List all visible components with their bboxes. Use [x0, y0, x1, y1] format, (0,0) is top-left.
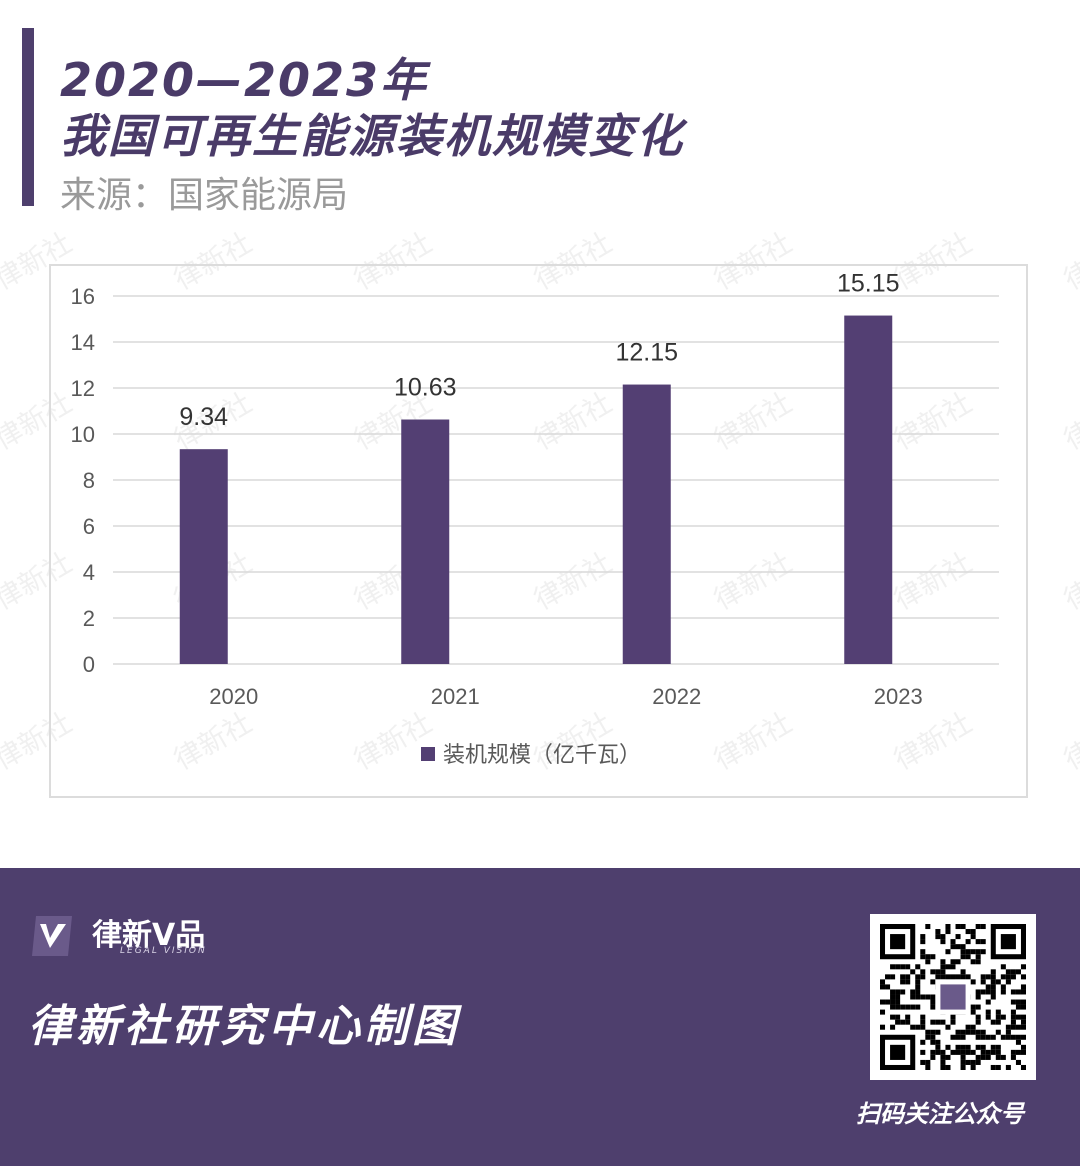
qr-code[interactable] — [870, 914, 1036, 1080]
legend-label: 装机规模（亿千瓦） — [443, 743, 641, 768]
footer-title: 律新社研究中心制图 — [28, 1001, 460, 1052]
qr-code-icon — [880, 924, 1026, 1070]
watermark-text: 律新社 — [1058, 706, 1080, 777]
x-tick-label: 2020 — [209, 684, 258, 709]
x-tick-label: 2022 — [652, 684, 701, 709]
bar — [179, 449, 228, 664]
watermark-text: 律新社 — [1058, 546, 1080, 617]
data-label: 9.34 — [179, 403, 228, 431]
chart-frame: 0 2 4 6 8 10 12 14 16 9.34 2020 10.63 2021 12.15 2022 1… — [49, 264, 1028, 798]
bar — [401, 419, 450, 664]
watermark-text: 律新社 — [1058, 386, 1080, 457]
y-tick-label: 10 — [71, 422, 95, 447]
y-tick-label: 8 — [83, 468, 95, 493]
bar — [622, 384, 671, 664]
y-tick-label: 2 — [83, 606, 95, 631]
x-tick-label: 2023 — [874, 684, 923, 709]
y-tick-label: 4 — [83, 560, 95, 585]
brand-name: 律新V品 — [92, 918, 206, 953]
page-title-line2: 我国可再生能源装机规模变化 — [60, 109, 684, 163]
data-label: 12.15 — [615, 339, 678, 367]
legal-vision-logo-icon — [32, 916, 72, 956]
bar-chart: 0 2 4 6 8 10 12 14 16 9.34 2020 10.63 2021 12.15 2022 1… — [71, 270, 999, 768]
y-tick-label: 0 — [83, 652, 95, 677]
y-tick-label: 12 — [71, 376, 95, 401]
data-label: 10.63 — [394, 374, 457, 402]
brand-subtitle: LEGAL VISION — [120, 946, 207, 956]
y-tick-label: 16 — [71, 284, 95, 309]
qr-caption: 扫码关注公众号 — [856, 1100, 1024, 1128]
page-title-line1: 2020—2023年 — [60, 53, 429, 107]
legend-swatch — [421, 747, 435, 761]
header-accent-bar — [22, 28, 34, 206]
watermark-text: 律新社 — [1058, 226, 1080, 297]
data-label: 15.15 — [837, 270, 900, 298]
y-tick-label: 14 — [71, 330, 95, 355]
y-tick-label: 6 — [83, 514, 95, 539]
x-tick-label: 2021 — [431, 684, 480, 709]
bar — [844, 315, 893, 664]
source-note: 来源：国家能源局 — [60, 175, 349, 216]
